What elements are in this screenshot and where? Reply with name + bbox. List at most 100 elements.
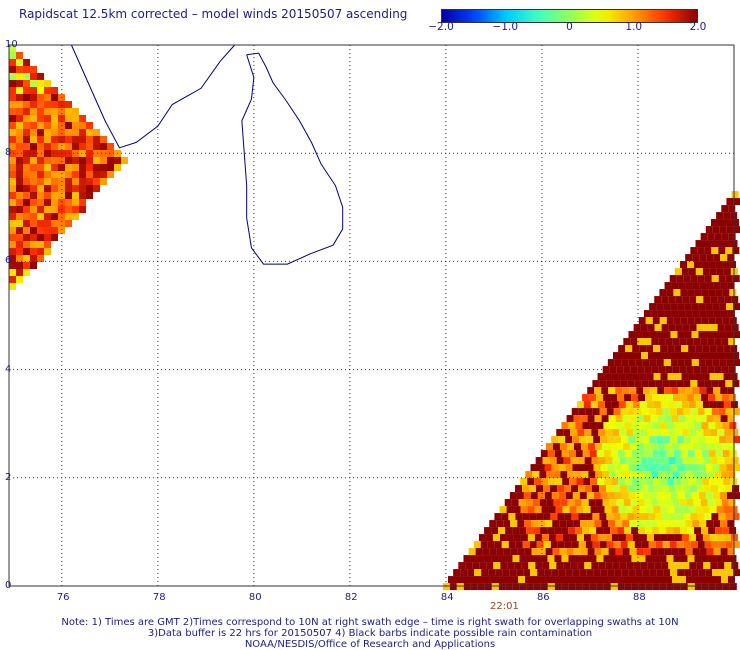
wind-cell (23, 269, 30, 276)
wind-cell (9, 80, 16, 87)
wind-cell (614, 436, 622, 444)
wind-cell (58, 213, 65, 220)
wind-cell (610, 527, 618, 535)
wind-cell (712, 359, 720, 367)
wind-cell (701, 261, 709, 269)
wind-cell (685, 254, 693, 262)
wind-cell (634, 513, 642, 521)
wind-cell (545, 443, 553, 451)
wind-cell (579, 569, 587, 577)
wind-cell (685, 282, 693, 290)
wind-cell (704, 380, 712, 388)
wind-cell (671, 387, 679, 395)
wind-cell (72, 129, 79, 136)
wind-cell (639, 506, 647, 514)
wind-cell (691, 303, 699, 311)
wind-cell (692, 443, 700, 451)
wind-cell (650, 415, 658, 423)
wind-cell (472, 562, 480, 570)
wind-cell (16, 101, 23, 108)
wind-cell (546, 499, 554, 507)
wind-cell (469, 576, 477, 584)
wind-cell (520, 478, 528, 486)
wind-cell (718, 408, 726, 416)
wind-cell (555, 506, 563, 514)
lat-label: 8 (5, 147, 12, 159)
wind-cell (707, 366, 715, 374)
wind-cell (51, 150, 58, 157)
wind-cell (715, 450, 723, 458)
wind-cell (23, 206, 30, 213)
wind-cell (51, 227, 58, 234)
wind-cell (639, 345, 647, 353)
wind-cell (633, 429, 641, 437)
wind-cell (600, 492, 608, 500)
wind-cell (692, 548, 700, 556)
wind-cell (726, 492, 734, 500)
wind-cell (58, 227, 65, 234)
wind-cell (718, 513, 726, 521)
wind-cell (641, 408, 649, 416)
wind-cell (474, 569, 482, 577)
wind-cell (79, 157, 86, 164)
wind-cell (572, 492, 580, 500)
wind-cell (712, 569, 720, 577)
wind-cell (694, 583, 702, 591)
wind-cell (540, 450, 548, 458)
wind-cell (526, 527, 534, 535)
wind-cell (687, 317, 695, 325)
wind-cell (564, 541, 572, 549)
wind-cell (588, 576, 596, 584)
wind-cell (16, 220, 23, 227)
wind-cell (642, 331, 650, 339)
wind-cell (587, 387, 595, 395)
wind-cell (58, 101, 65, 108)
wind-cell (473, 541, 481, 549)
wind-cell (695, 401, 703, 409)
wind-cell (449, 583, 457, 591)
wind-cell (689, 562, 697, 570)
wind-cell (51, 101, 58, 108)
wind-cell (718, 352, 726, 360)
wind-cell (604, 478, 612, 486)
wind-cell (496, 548, 504, 556)
wind-cell (23, 178, 30, 185)
wind-cell (524, 548, 532, 556)
wind-cell (589, 583, 597, 591)
wind-cell (701, 317, 709, 325)
wind-cell (585, 513, 593, 521)
wind-cell (583, 478, 591, 486)
wind-cell (9, 136, 16, 143)
wind-cell (37, 73, 44, 80)
wind-cell (501, 513, 509, 521)
wind-cell (86, 136, 93, 143)
wind-cell (79, 199, 86, 206)
wind-cell (16, 164, 23, 171)
wind-cell (690, 485, 698, 493)
wind-cell (484, 555, 492, 563)
wind-cell (585, 541, 593, 549)
wind-cell (655, 380, 663, 388)
wind-cell (671, 443, 679, 451)
wind-cell (732, 513, 740, 521)
wind-cell (65, 220, 72, 227)
wind-cell (700, 499, 708, 507)
wind-cell (9, 241, 16, 248)
wind-cell (691, 464, 699, 472)
wind-cell (652, 394, 660, 402)
wind-cell (79, 206, 86, 213)
wind-cell (607, 359, 615, 367)
wind-cell (688, 373, 696, 381)
wind-cell (658, 471, 666, 479)
wind-cell (676, 380, 684, 388)
wind-cell (680, 450, 688, 458)
wind-cell (723, 240, 731, 248)
wind-cell (732, 247, 740, 255)
wind-cell (37, 87, 44, 94)
wind-cell (553, 576, 561, 584)
wind-cell (716, 345, 724, 353)
wind-cell (65, 185, 72, 192)
wind-cell (606, 408, 614, 416)
wind-cell (595, 576, 603, 584)
lon-label: 84 (440, 592, 454, 603)
